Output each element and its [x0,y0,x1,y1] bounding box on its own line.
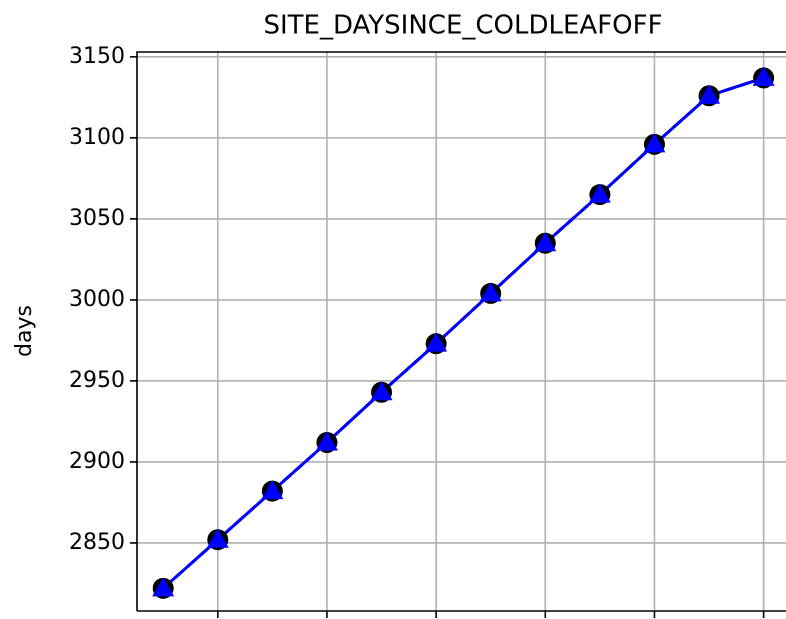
chart-title: SITE_DAYSINCE_COLDLEAFOFF [263,11,662,41]
series-line [162,76,765,590]
y-tick-label: 2850 [69,530,125,555]
point-marker [643,133,666,153]
series-line [162,76,765,590]
y-tick-label: 2950 [69,368,125,393]
point-marker [698,84,721,104]
point-marker [315,431,338,451]
y-tick-label: 3150 [69,44,125,69]
point-marker [425,332,448,352]
y-tick-label: 3000 [69,287,125,312]
point-marker [752,66,775,86]
point-marker [588,183,611,203]
point-marker [370,381,393,401]
y-axis-label: days [12,305,37,357]
y-tick-label: 3050 [69,206,125,231]
point-marker [479,282,502,302]
y-tick-label: 3100 [69,125,125,150]
point-marker [261,480,284,500]
point-marker [534,232,557,252]
point-marker [206,528,229,548]
axis-spine [136,51,786,611]
point-marker [152,577,175,597]
y-tick-label: 2900 [69,449,125,474]
